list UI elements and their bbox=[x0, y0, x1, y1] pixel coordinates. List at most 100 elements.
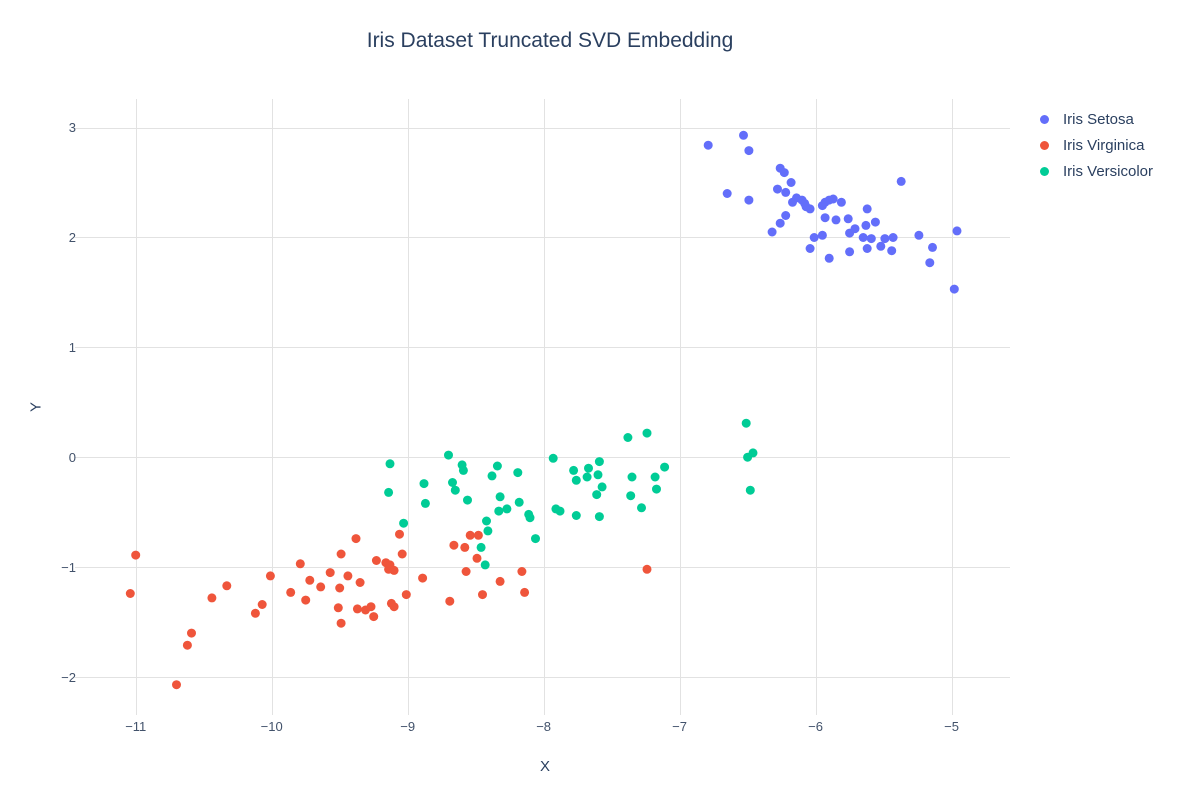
data-point-iris-setosa[interactable] bbox=[767, 227, 777, 237]
data-point-iris-setosa[interactable] bbox=[809, 233, 819, 242]
data-point-iris-versicolor[interactable] bbox=[594, 512, 604, 522]
data-point-iris-versicolor[interactable] bbox=[399, 518, 409, 528]
data-point-iris-versicolor[interactable] bbox=[450, 485, 460, 495]
data-point-iris-virginica[interactable] bbox=[257, 600, 267, 609]
data-point-iris-setosa[interactable] bbox=[739, 130, 748, 140]
data-point-iris-virginica[interactable] bbox=[389, 565, 399, 575]
data-point-iris-virginica[interactable] bbox=[333, 603, 343, 613]
data-point-iris-versicolor[interactable] bbox=[513, 468, 523, 478]
data-point-iris-setosa[interactable] bbox=[775, 218, 785, 228]
data-point-iris-versicolor[interactable] bbox=[492, 461, 502, 471]
data-point-iris-setosa[interactable] bbox=[773, 184, 782, 194]
data-point-iris-versicolor[interactable] bbox=[463, 495, 472, 505]
data-point-iris-versicolor[interactable] bbox=[502, 504, 512, 514]
data-point-iris-virginica[interactable] bbox=[449, 540, 459, 550]
data-point-iris-versicolor[interactable] bbox=[482, 516, 491, 526]
data-point-iris-versicolor[interactable] bbox=[487, 471, 497, 481]
data-point-iris-versicolor[interactable] bbox=[420, 498, 430, 508]
data-point-iris-virginica[interactable] bbox=[355, 578, 365, 587]
data-point-iris-virginica[interactable] bbox=[642, 564, 652, 574]
data-point-iris-versicolor[interactable] bbox=[571, 475, 581, 485]
data-point-iris-versicolor[interactable] bbox=[593, 470, 603, 480]
data-point-iris-versicolor[interactable] bbox=[637, 503, 646, 513]
data-point-iris-virginica[interactable] bbox=[371, 556, 381, 565]
data-point-iris-virginica[interactable] bbox=[187, 628, 196, 638]
data-point-iris-versicolor[interactable] bbox=[384, 487, 394, 497]
data-point-iris-versicolor[interactable] bbox=[569, 465, 579, 475]
data-point-iris-setosa[interactable] bbox=[862, 244, 872, 253]
data-point-iris-setosa[interactable] bbox=[914, 230, 924, 240]
data-point-iris-versicolor[interactable] bbox=[582, 472, 592, 482]
data-point-iris-versicolor[interactable] bbox=[592, 490, 602, 500]
data-point-iris-virginica[interactable] bbox=[351, 534, 361, 544]
legend-item-iris-virginica[interactable]: Iris Virginica bbox=[1036, 132, 1153, 158]
data-point-iris-virginica[interactable] bbox=[286, 587, 296, 597]
data-point-iris-versicolor[interactable] bbox=[483, 526, 493, 536]
data-point-iris-virginica[interactable] bbox=[517, 567, 527, 576]
data-point-iris-versicolor[interactable] bbox=[652, 484, 661, 494]
data-point-iris-setosa[interactable] bbox=[858, 233, 868, 242]
data-point-iris-virginica[interactable] bbox=[131, 550, 141, 560]
data-point-iris-virginica[interactable] bbox=[335, 583, 345, 593]
data-point-iris-setosa[interactable] bbox=[820, 213, 830, 223]
data-point-iris-virginica[interactable] bbox=[401, 590, 411, 600]
data-point-iris-versicolor[interactable] bbox=[385, 459, 395, 469]
data-point-iris-setosa[interactable] bbox=[887, 246, 897, 256]
data-point-iris-versicolor[interactable] bbox=[458, 465, 468, 475]
data-point-iris-versicolor[interactable] bbox=[480, 560, 490, 570]
data-point-iris-virginica[interactable] bbox=[418, 573, 428, 583]
data-point-iris-virginica[interactable] bbox=[465, 530, 475, 540]
data-point-iris-setosa[interactable] bbox=[779, 168, 789, 178]
data-point-iris-virginica[interactable] bbox=[336, 618, 346, 628]
data-point-iris-setosa[interactable] bbox=[781, 211, 791, 220]
data-point-iris-versicolor[interactable] bbox=[627, 472, 637, 482]
data-point-iris-setosa[interactable] bbox=[744, 146, 754, 156]
data-point-iris-setosa[interactable] bbox=[828, 194, 838, 204]
data-point-iris-virginica[interactable] bbox=[250, 608, 260, 618]
data-point-iris-setosa[interactable] bbox=[817, 230, 827, 240]
data-point-iris-virginica[interactable] bbox=[472, 553, 482, 563]
data-point-iris-virginica[interactable] bbox=[207, 593, 217, 603]
data-point-iris-setosa[interactable] bbox=[786, 178, 796, 187]
data-point-iris-setosa[interactable] bbox=[805, 204, 815, 214]
data-point-iris-virginica[interactable] bbox=[366, 602, 376, 612]
data-point-iris-virginica[interactable] bbox=[172, 680, 181, 690]
data-point-iris-virginica[interactable] bbox=[495, 576, 505, 586]
data-point-iris-versicolor[interactable] bbox=[419, 479, 429, 489]
data-point-iris-versicolor[interactable] bbox=[584, 463, 593, 473]
data-point-iris-setosa[interactable] bbox=[888, 233, 898, 242]
data-point-iris-versicolor[interactable] bbox=[597, 482, 607, 492]
data-point-iris-versicolor[interactable] bbox=[642, 428, 652, 438]
data-point-iris-versicolor[interactable] bbox=[525, 513, 535, 523]
data-point-iris-virginica[interactable] bbox=[325, 568, 335, 578]
data-point-iris-virginica[interactable] bbox=[336, 549, 346, 559]
data-point-iris-setosa[interactable] bbox=[781, 187, 791, 197]
data-point-iris-setosa[interactable] bbox=[703, 140, 713, 150]
data-point-iris-setosa[interactable] bbox=[843, 214, 853, 224]
data-point-iris-virginica[interactable] bbox=[352, 604, 362, 614]
legend-item-iris-versicolor[interactable]: Iris Versicolor bbox=[1036, 158, 1153, 184]
data-point-iris-setosa[interactable] bbox=[862, 204, 872, 214]
data-point-iris-versicolor[interactable] bbox=[444, 450, 453, 460]
data-point-iris-setosa[interactable] bbox=[805, 244, 815, 253]
data-point-iris-setosa[interactable] bbox=[824, 253, 834, 263]
data-point-iris-virginica[interactable] bbox=[369, 612, 379, 622]
data-point-iris-virginica[interactable] bbox=[301, 595, 311, 605]
data-point-iris-versicolor[interactable] bbox=[650, 472, 660, 482]
data-point-iris-setosa[interactable] bbox=[870, 217, 880, 227]
data-point-iris-versicolor[interactable] bbox=[748, 448, 758, 458]
data-point-iris-virginica[interactable] bbox=[182, 640, 192, 650]
data-point-iris-virginica[interactable] bbox=[397, 549, 407, 559]
data-point-iris-versicolor[interactable] bbox=[548, 453, 558, 463]
data-point-iris-versicolor[interactable] bbox=[741, 418, 751, 428]
data-point-iris-virginica[interactable] bbox=[295, 559, 305, 569]
data-point-iris-setosa[interactable] bbox=[949, 284, 959, 294]
data-point-iris-setosa[interactable] bbox=[836, 197, 846, 207]
data-point-iris-versicolor[interactable] bbox=[745, 485, 755, 495]
data-point-iris-setosa[interactable] bbox=[744, 195, 754, 205]
data-point-iris-setosa[interactable] bbox=[831, 215, 841, 225]
plot-area[interactable] bbox=[75, 99, 1010, 715]
data-point-iris-virginica[interactable] bbox=[305, 575, 315, 585]
data-point-iris-versicolor[interactable] bbox=[531, 534, 540, 544]
data-point-iris-setosa[interactable] bbox=[722, 189, 732, 198]
